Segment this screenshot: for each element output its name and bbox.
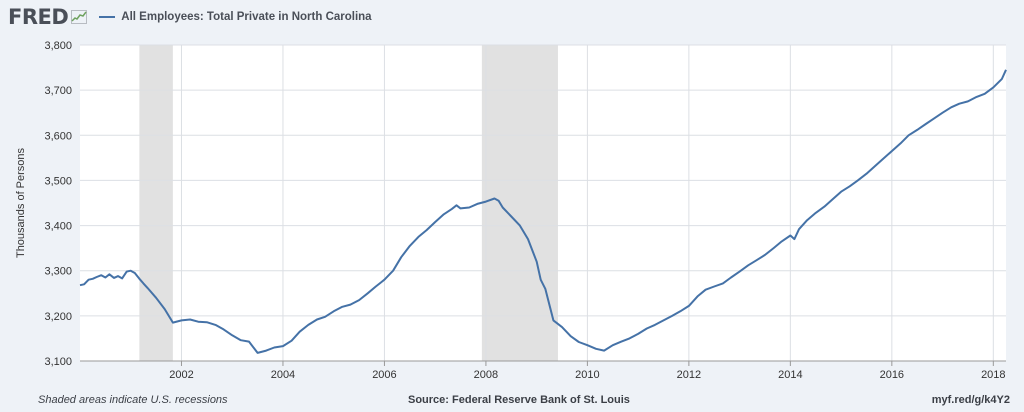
chart-footer: Shaded areas indicate U.S. recessions So… [0, 394, 1024, 410]
line-graph-icon [71, 10, 88, 24]
x-tick-label: 2006 [372, 369, 396, 381]
recession-note: Shaded areas indicate U.S. recessions [38, 394, 228, 406]
recession-shade [139, 45, 173, 361]
y-tick-label: 3,700 [44, 85, 72, 97]
short-link[interactable]: myf.red/g/k4Y2 [931, 394, 1010, 406]
y-tick-label: 3,400 [44, 221, 72, 233]
chart-header: FRED All Employees: Total Private in Nor… [8, 4, 372, 30]
legend-label[interactable]: All Employees: Total Private in North Ca… [121, 11, 372, 23]
x-tick-label: 2018 [981, 369, 1005, 381]
legend: All Employees: Total Private in North Ca… [99, 11, 372, 23]
y-tick-label: 3,800 [44, 40, 72, 52]
fred-logo[interactable]: FRED [8, 5, 69, 29]
x-tick-label: 2002 [169, 369, 193, 381]
source-credit: Source: Federal Reserve Bank of St. Loui… [408, 394, 630, 406]
y-tick-label: 3,200 [44, 311, 72, 323]
series-line [79, 69, 1007, 354]
legend-swatch [99, 16, 116, 18]
y-tick-label: 3,500 [44, 175, 72, 187]
x-tick-label: 2012 [677, 369, 701, 381]
x-tick-label: 2016 [880, 369, 904, 381]
y-axis-title: Thousands of Persons [15, 147, 27, 258]
y-tick-label: 3,600 [44, 130, 72, 142]
x-tick-label: 2008 [474, 369, 498, 381]
x-tick-label: 2004 [271, 369, 295, 381]
recession-shade [481, 45, 558, 361]
y-tick-label: 3,300 [44, 266, 72, 278]
x-tick-label: 2010 [575, 369, 599, 381]
x-tick-label: 2014 [778, 369, 802, 381]
y-tick-label: 3,100 [44, 356, 72, 368]
